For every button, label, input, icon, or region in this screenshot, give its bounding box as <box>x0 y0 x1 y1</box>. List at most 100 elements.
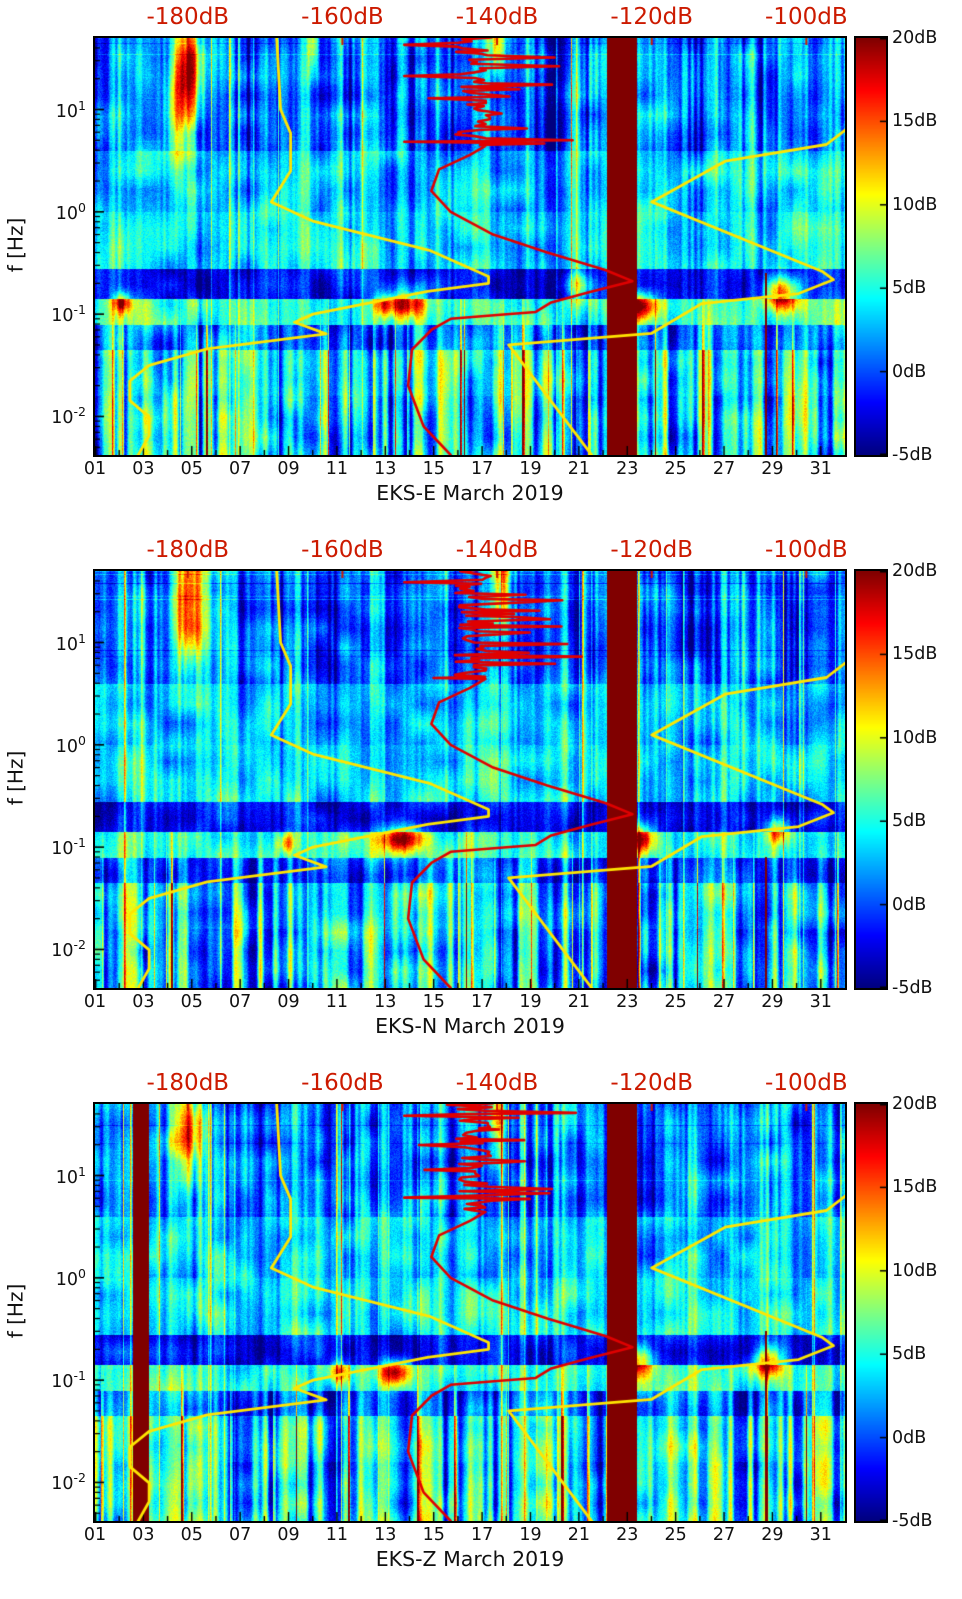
x-axis-title: EKS-N March 2019 <box>375 1014 565 1038</box>
x-tick-label: 03 <box>132 1525 155 1545</box>
x-tick-label: 03 <box>132 992 155 1012</box>
x-tick-label: 31 <box>809 1525 832 1545</box>
y-tick-label: 100 <box>55 1265 86 1290</box>
x-tick-label: 09 <box>277 459 300 479</box>
x-tick-label: 11 <box>325 459 349 479</box>
x-tick-label: 15 <box>422 459 445 479</box>
x-tick-label: 27 <box>712 992 736 1012</box>
x-tick-label: 07 <box>229 459 252 479</box>
top-axis-tick-label: -180dB <box>146 537 230 563</box>
colorbar-tick-label: 15dB <box>892 1177 938 1198</box>
top-axis-tick-label: -180dB <box>146 4 230 30</box>
colorbar-tick-label: 10dB <box>892 194 938 215</box>
y-tick-label: 10-2 <box>51 937 86 962</box>
top-axis-tick-label: -120dB <box>610 537 693 563</box>
top-axis-tick-label: -120dB <box>610 4 693 30</box>
colorbar-tick-label: 20dB <box>892 28 938 48</box>
colorbar-tick-label: -5dB <box>892 978 933 998</box>
x-tick-label: 21 <box>567 459 590 479</box>
x-tick-label: 29 <box>761 992 784 1012</box>
top-axis-tick-label: -100dB <box>765 4 848 30</box>
top-axis-tick-label: -160dB <box>301 4 384 30</box>
x-tick-label: 17 <box>470 992 494 1012</box>
y-tick-label: 10-2 <box>51 1470 86 1495</box>
x-tick-label: 25 <box>664 992 687 1012</box>
y-axis-label-text: f [Hz] <box>3 750 28 805</box>
colorbar-tick-label: 5dB <box>892 1344 927 1365</box>
y-tick-label: 100 <box>55 732 86 757</box>
colorbar-tick-label: -5dB <box>892 1511 933 1531</box>
y-axis-label-text: f [Hz] <box>3 1283 28 1338</box>
top-axis-tick-label: -160dB <box>301 537 384 563</box>
top-axis-tick-label: -140dB <box>455 537 539 563</box>
colorbar-canvas <box>856 1104 886 1521</box>
y-tick-label: 100 <box>55 199 86 224</box>
top-axis-tick-label: -120dB <box>610 1070 693 1096</box>
colorbar <box>854 1102 888 1523</box>
colorbar-tick-label: 10dB <box>892 727 938 748</box>
x-tick-label: 29 <box>761 1525 784 1545</box>
colorbar-canvas <box>856 571 886 988</box>
top-axis-tick-label: -140dB <box>455 1070 539 1096</box>
colorbar-tick-label: 20dB <box>892 561 938 581</box>
x-axis-title: EKS-Z March 2019 <box>375 1547 565 1571</box>
colorbar-tick-label: 0dB <box>892 361 927 382</box>
colorbar-tick-label: 0dB <box>892 1427 927 1448</box>
x-tick-label: 23 <box>616 992 639 1012</box>
spectrogram-panel-eks-e: -180dB -160dB -140dB -120dB -100dB f [Hz] 10… <box>0 0 962 533</box>
x-tick-label: 31 <box>809 992 832 1012</box>
y-tick-label: 10-1 <box>51 835 86 859</box>
x-tick-label: 25 <box>664 1525 687 1545</box>
colorbar-tick-label: 15dB <box>892 111 938 132</box>
x-tick-label: 11 <box>325 992 349 1012</box>
x-tick-label: 13 <box>374 992 397 1012</box>
x-tick-label: 21 <box>567 992 590 1012</box>
top-axis-tick-label: -100dB <box>765 1070 848 1096</box>
y-tick-label: 101 <box>55 1163 86 1188</box>
x-tick-label: 07 <box>229 992 252 1012</box>
y-axis-label-text: f [Hz] <box>3 217 28 272</box>
x-tick-label: 13 <box>374 1525 397 1545</box>
x-tick-label: 19 <box>519 992 542 1012</box>
x-tick-label: 13 <box>374 459 397 479</box>
x-tick-label: 11 <box>325 1525 349 1545</box>
y-tick-label: 10-1 <box>51 1368 86 1392</box>
y-tick-label: 10-1 <box>51 302 86 326</box>
x-tick-label: 17 <box>470 1525 494 1545</box>
colorbar-tick-label: 10dB <box>892 1260 938 1281</box>
colorbar <box>854 569 888 990</box>
x-tick-label: 27 <box>712 1525 736 1545</box>
spectrogram-plot-area <box>93 569 847 990</box>
x-tick-label: 15 <box>422 992 445 1012</box>
spectrogram-canvas <box>95 38 845 455</box>
y-tick-label: 101 <box>55 630 86 655</box>
colorbar-tick-label: 20dB <box>892 1094 938 1114</box>
colorbar-canvas <box>856 38 886 455</box>
colorbar-tick-label: 5dB <box>892 278 927 299</box>
y-tick-label: 10-2 <box>51 404 86 429</box>
x-tick-label: 09 <box>277 992 300 1012</box>
top-axis-tick-label: -100dB <box>765 537 848 563</box>
x-tick-label: 05 <box>180 992 203 1012</box>
colorbar <box>854 36 888 457</box>
x-tick-label: 01 <box>83 459 107 479</box>
x-tick-label: 05 <box>180 1525 203 1545</box>
colorbar-tick-label: 5dB <box>892 811 927 832</box>
x-tick-label: 09 <box>277 1525 300 1545</box>
x-tick-label: 27 <box>712 459 736 479</box>
x-tick-label: 03 <box>132 459 155 479</box>
spectrogram-panel-eks-n: -180dB -160dB -140dB -120dB -100dB f [Hz] 10… <box>0 533 962 1066</box>
x-tick-label: 25 <box>664 459 687 479</box>
x-axis-title: EKS-E March 2019 <box>376 481 564 505</box>
y-tick-label: 101 <box>55 97 86 122</box>
colorbar-tick-label: 0dB <box>892 894 927 915</box>
spectrogram-canvas <box>95 571 845 988</box>
x-tick-label: 01 <box>83 1525 107 1545</box>
x-tick-label: 19 <box>519 1525 542 1545</box>
spectrogram-canvas <box>95 1104 845 1521</box>
spectrogram-plot-area <box>93 36 847 457</box>
top-axis-tick-label: -180dB <box>146 1070 230 1096</box>
x-tick-label: 17 <box>470 459 494 479</box>
x-tick-label: 21 <box>567 1525 590 1545</box>
x-tick-label: 01 <box>83 992 107 1012</box>
